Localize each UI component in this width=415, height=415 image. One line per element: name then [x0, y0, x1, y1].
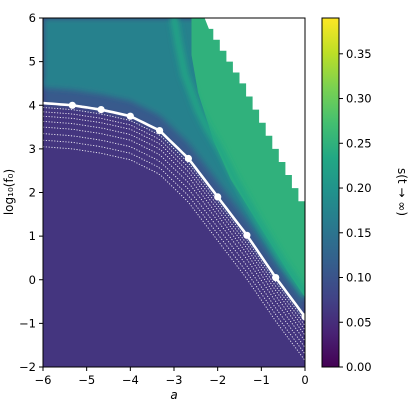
curve-layer: [43, 101, 305, 361]
x-tick-label: 0: [301, 373, 308, 387]
y-tick-label: 1: [29, 229, 36, 243]
dotted-curve-2: [43, 115, 305, 331]
curve-marker: [272, 274, 280, 282]
y-axis: −2 −1 0 1 2 3 4 5 6: [19, 11, 43, 374]
x-tick-label: −4: [122, 373, 139, 387]
dotted-curve-7: [43, 146, 305, 361]
curve-marker: [68, 101, 76, 109]
dotted-curve-4: [43, 126, 305, 342]
x-axis-label: a: [170, 388, 177, 402]
y-axis-label: log₁₀(f₀): [2, 169, 16, 215]
y-tick-label: 0: [29, 273, 36, 287]
colorbar-tick-label: 0.05: [346, 315, 372, 329]
colorbar-tick-label: 0.15: [346, 226, 372, 240]
x-tick-label: −3: [166, 373, 183, 387]
colorbar-gradient: [321, 17, 340, 368]
y-tick-label: −2: [19, 360, 36, 374]
curve-marker: [126, 112, 134, 120]
curve-marker: [214, 193, 222, 201]
x-axis: −6 −5 −4 −3 −2 −1 0: [35, 367, 309, 387]
dotted-curve-5: [43, 133, 305, 348]
colorbar-tick-label: 0.00: [346, 360, 372, 374]
y-tick-label: −1: [19, 316, 36, 330]
curve-marker: [97, 106, 105, 114]
heatmap-layer: [43, 18, 305, 367]
no-data-region: [204, 18, 305, 202]
x-tick-label: −1: [253, 373, 270, 387]
x-tick-label: −2: [209, 373, 226, 387]
dotted-curve-3: [43, 120, 305, 336]
colorbar-tick-label: 0.10: [346, 271, 372, 285]
y-tick-label: 2: [29, 186, 36, 200]
ridge-band: [170, 18, 305, 297]
curve-marker: [184, 154, 192, 163]
colorbar-ticks: 0.00 0.05 0.10 0.15 0.20 0.25 0.30 0.35: [339, 47, 372, 374]
curve-marker: [301, 313, 305, 321]
colorbar: 0.00 0.05 0.10 0.15 0.20 0.25 0.30 0.35 s(t → ∞…: [321, 17, 409, 374]
x-tick-label: −6: [35, 373, 52, 387]
y-tick-label: 4: [29, 98, 36, 112]
colorbar-tick-label: 0.20: [346, 181, 372, 195]
y-tick-label: 6: [29, 11, 36, 25]
y-tick-label: 5: [29, 55, 36, 69]
colorbar-tick-label: 0.35: [346, 47, 372, 61]
curve-marker: [156, 127, 164, 135]
dotted-curve-1: [43, 111, 305, 326]
heatmap-plot: [42, 17, 306, 368]
colorbar-tick-label: 0.30: [346, 92, 372, 106]
boundary-curve: [43, 101, 305, 318]
dotted-curve-0: [43, 106, 305, 322]
dotted-curve-6: [43, 139, 305, 355]
curve-marker: [243, 231, 251, 239]
colorbar-tick-label: 0.25: [346, 136, 372, 150]
y-tick-label: 3: [29, 142, 36, 156]
x-tick-label: −5: [78, 373, 95, 387]
colorbar-label: s(t → ∞): [395, 168, 409, 216]
